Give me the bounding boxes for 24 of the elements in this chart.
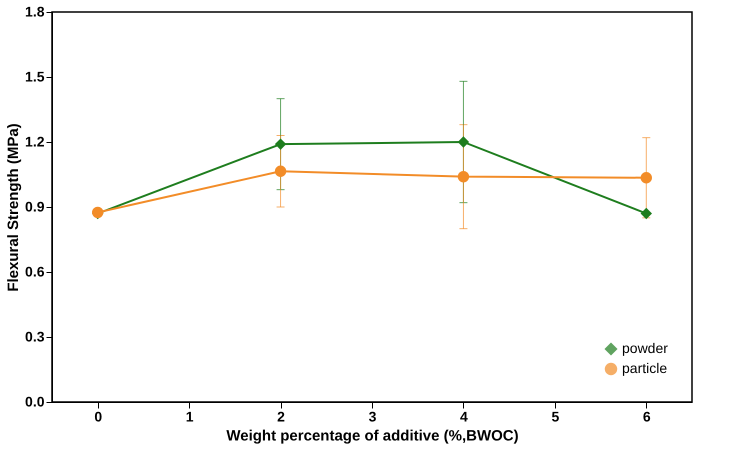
point: [458, 170, 470, 182]
y-tick-label: 1.8: [25, 4, 45, 20]
y-tick-label: 1.5: [25, 68, 45, 84]
x-tick-label: 3: [368, 408, 377, 424]
point: [640, 172, 652, 184]
x-tick-label: 4: [460, 408, 468, 424]
point: [274, 166, 286, 177]
x-tick-label: 2: [277, 408, 286, 424]
x-axis-title: Weight percentage of additive (%,BWOC): [226, 428, 519, 444]
y-tick-label: 1.2: [25, 134, 45, 150]
y-tick-label: 0.6: [25, 264, 45, 280]
legend-label: particle: [622, 360, 668, 376]
y-tick-label: 0.3: [25, 328, 45, 344]
x-tick-label: 6: [642, 408, 651, 424]
point: [274, 138, 286, 150]
y-tick-label: 0.0: [25, 394, 45, 410]
x-tick-label: 0: [94, 408, 102, 424]
y-tick-label: 0.9: [25, 198, 45, 214]
point: [458, 136, 470, 148]
legend-label: powder: [622, 340, 668, 356]
y-axis-title: Flexural Strength (MPa): [5, 123, 22, 292]
point: [640, 208, 652, 220]
x-tick-label: 1: [186, 408, 194, 424]
x-tick-label: 5: [551, 408, 560, 424]
